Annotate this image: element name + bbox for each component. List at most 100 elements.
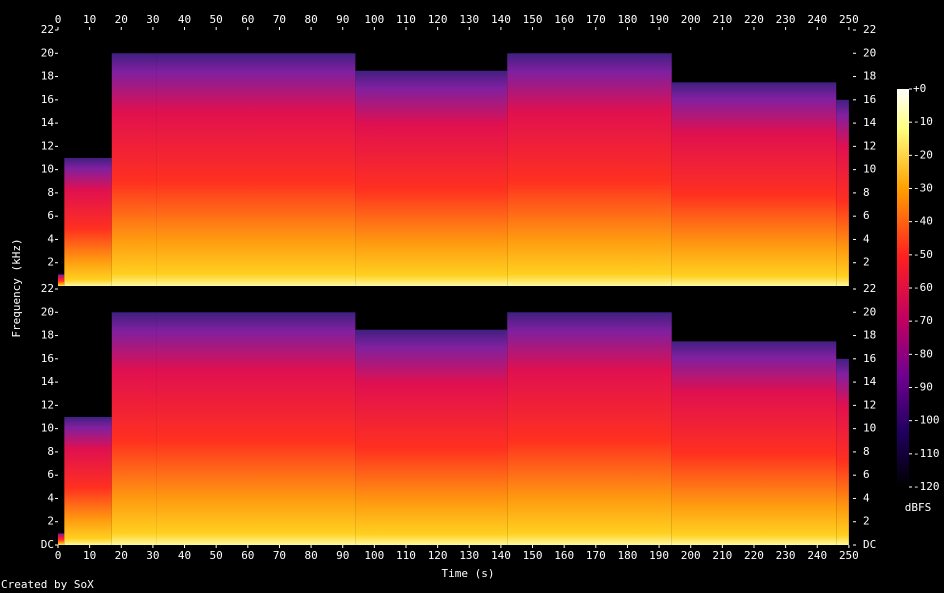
y-tick-label: 16 xyxy=(863,93,876,106)
colorbar-tick-label: -60 xyxy=(913,281,933,294)
spectrum-segment xyxy=(836,99,849,287)
spectrum-segment xyxy=(671,82,837,286)
x-tick-label: 130 xyxy=(459,549,479,562)
y-tick-label: 4 xyxy=(863,491,870,504)
spectrum-segment xyxy=(671,341,837,545)
spectrum-segment xyxy=(507,312,672,545)
x-tick-label: 90 xyxy=(336,13,349,26)
x-tick-label: 30 xyxy=(146,549,159,562)
x-tick-label: 100 xyxy=(364,549,384,562)
x-tick-label: 70 xyxy=(273,549,286,562)
x-tick-label: 200 xyxy=(681,13,701,26)
x-tick-label: 130 xyxy=(459,13,479,26)
spectrum-segment xyxy=(507,53,672,286)
x-tick-label: 40 xyxy=(178,549,191,562)
y-tick-label: 4 xyxy=(863,232,870,245)
x-tick-label: 110 xyxy=(396,549,416,562)
y-tick-label: 8 xyxy=(863,445,870,458)
y-tick-label: 4 xyxy=(47,232,54,245)
x-tick-label: 0 xyxy=(55,13,62,26)
x-tick-label: 240 xyxy=(807,13,827,26)
y-tick-label: 22 xyxy=(863,23,876,36)
x-tick-label: 140 xyxy=(491,549,511,562)
x-tick-label: 150 xyxy=(523,13,543,26)
y-tick-label: 12 xyxy=(41,398,54,411)
y-tick-label: 2 xyxy=(47,256,54,269)
x-tick-label: 80 xyxy=(304,549,317,562)
y-tick-label: 14 xyxy=(863,116,877,129)
x-tick-label: 190 xyxy=(649,13,669,26)
spectrum-segment xyxy=(111,312,157,545)
colorbar-tick-label: -20 xyxy=(913,148,933,161)
y-axis-label: Frequency (kHz) xyxy=(10,238,23,337)
colorbar-tick-label: -30 xyxy=(913,182,933,195)
spectrum-segment xyxy=(156,312,356,545)
y-tick-label: 6 xyxy=(863,209,870,222)
x-tick-label: 120 xyxy=(428,13,448,26)
y-tick-label: 12 xyxy=(863,139,876,152)
y-tick-label: 14 xyxy=(41,375,55,388)
colorbar-tick-label: -100 xyxy=(913,414,940,427)
colorbar-tick-label: -80 xyxy=(913,347,933,360)
y-tick-label: 2 xyxy=(863,256,870,269)
y-tick-label: 18 xyxy=(41,329,54,342)
x-tick-label: 150 xyxy=(523,549,543,562)
x-tick-label: 100 xyxy=(364,13,384,26)
y-tick-label: 18 xyxy=(863,70,876,83)
y-tick-label: 16 xyxy=(41,352,54,365)
spectrum-segment xyxy=(111,53,157,286)
spectrum-segment xyxy=(355,329,508,545)
x-tick-label: 180 xyxy=(618,549,638,562)
x-tick-label: 250 xyxy=(839,13,859,26)
colorbar-tick-label: +0 xyxy=(913,82,926,95)
y-tick-label: 14 xyxy=(863,375,877,388)
colorbar xyxy=(897,89,909,487)
y-tick-label: 22 xyxy=(41,23,54,36)
x-tick-label: 160 xyxy=(554,13,574,26)
x-tick-label: 120 xyxy=(428,549,448,562)
y-tick-label: 10 xyxy=(863,163,876,176)
y-tick-label: 6 xyxy=(863,468,870,481)
spectrum-segment xyxy=(58,274,65,286)
x-tick-label: 10 xyxy=(83,13,96,26)
y-tick-label: 20 xyxy=(863,46,876,59)
colorbar-tick-label: -110 xyxy=(913,447,940,460)
y-tick-label: 18 xyxy=(863,329,876,342)
y-tick-label: 10 xyxy=(863,422,876,435)
y-tick-label: 2 xyxy=(863,515,870,528)
x-tick-label: 200 xyxy=(681,549,701,562)
spectrum-segment xyxy=(58,533,65,545)
y-tick-label: 20 xyxy=(41,46,54,59)
colorbar-label: dBFS xyxy=(905,501,932,514)
y-tick-label: 20 xyxy=(863,305,876,318)
y-tick-label: 12 xyxy=(863,398,876,411)
x-tick-label: 140 xyxy=(491,13,511,26)
colorbar-tick-label: -70 xyxy=(913,314,933,327)
y-tick-label: 2 xyxy=(47,515,54,528)
y-tick-label: 16 xyxy=(41,93,54,106)
y-tick-label: 10 xyxy=(41,422,54,435)
y-tick-label: 18 xyxy=(41,70,54,83)
spectrum-segment xyxy=(64,417,112,545)
colorbar-tick-label: -90 xyxy=(913,381,933,394)
y-tick-label: 12 xyxy=(41,139,54,152)
x-axis-label: Time (s) xyxy=(442,567,495,580)
x-tick-label: 180 xyxy=(618,13,638,26)
x-tick-label: 60 xyxy=(241,549,254,562)
x-tick-label: 90 xyxy=(336,549,349,562)
y-tick-label: 8 xyxy=(47,186,54,199)
colorbar-tick-label: -50 xyxy=(913,248,933,261)
x-tick-label: 170 xyxy=(586,549,606,562)
colorbar-tick-label: -10 xyxy=(913,115,933,128)
x-tick-label: 80 xyxy=(304,13,317,26)
y-tick-label: 22 xyxy=(41,282,54,295)
y-tick-label: 22 xyxy=(863,282,876,295)
x-tick-label: 50 xyxy=(210,13,223,26)
spectrum-segment xyxy=(156,53,356,286)
y-tick-label: 8 xyxy=(47,445,54,458)
x-tick-label: 240 xyxy=(807,549,827,562)
x-tick-label: 230 xyxy=(776,549,796,562)
y-tick-label: 8 xyxy=(863,186,870,199)
footer: Created by SoX xyxy=(1,578,94,591)
